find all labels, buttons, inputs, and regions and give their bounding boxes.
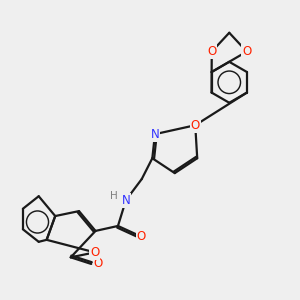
Text: O: O (207, 45, 216, 58)
Text: O: O (136, 230, 146, 243)
Text: N: N (122, 194, 130, 207)
Text: O: O (190, 119, 200, 132)
Text: O: O (94, 257, 103, 270)
Text: N: N (151, 128, 159, 141)
Text: H: H (110, 191, 118, 201)
Text: O: O (242, 45, 251, 58)
Text: O: O (90, 246, 100, 259)
